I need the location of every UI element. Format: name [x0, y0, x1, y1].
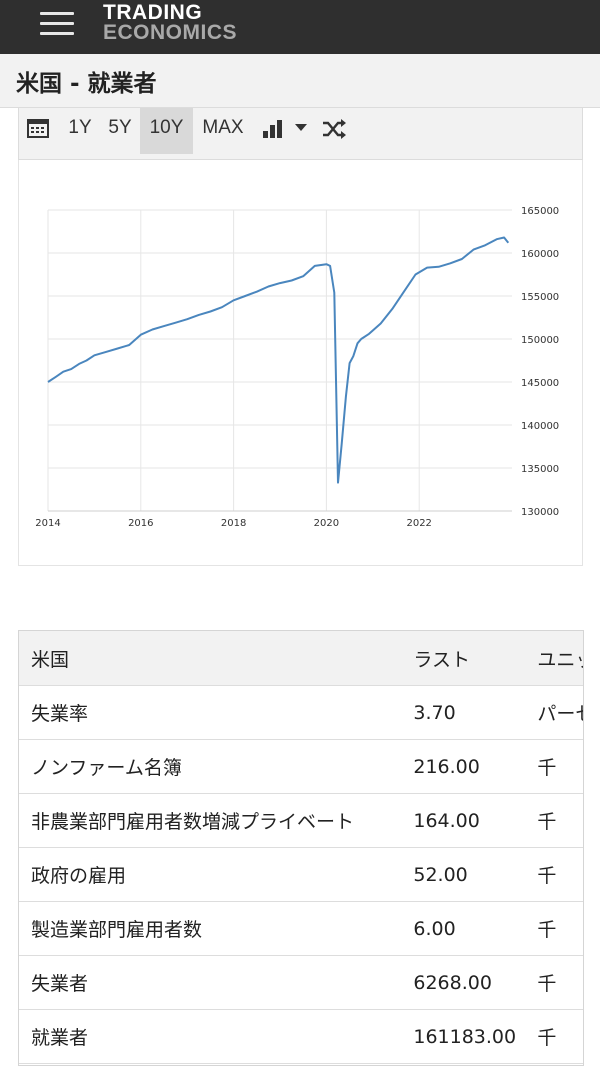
trading-economics-logo[interactable]: TRADING ECONOMICS — [103, 1, 238, 44]
y-tick-label: 145000 — [521, 378, 559, 389]
y-tick-label: 135000 — [521, 464, 559, 475]
bar-chart-icon[interactable] — [262, 119, 284, 139]
table-row[interactable]: 失業率 3.70 パーセ — [19, 685, 583, 740]
logo-line-1: TRADING — [103, 1, 203, 24]
table-row[interactable]: 製造業部門雇用者数 6.00 千 — [19, 901, 583, 956]
x-tick-label: 2022 — [406, 518, 431, 529]
table-row[interactable]: 非農業部門雇用者数増減プライベート 164.00 千 — [19, 793, 583, 848]
last-value: 3.70 — [397, 685, 532, 740]
caret-down-icon[interactable] — [294, 122, 308, 132]
unit-value: 千 — [531, 1009, 583, 1064]
header-unit: ユニッ — [531, 631, 583, 686]
table-header-row: 米国 ラスト ユニッ — [19, 631, 583, 686]
logo-line-2: ECONOMICS — [103, 21, 238, 44]
table-row[interactable]: 就業者 161183.00 千 — [19, 1009, 583, 1064]
chart-toolbar: 1Y 5Y 10Y MAX — [18, 108, 583, 160]
unit-value: 千 — [531, 901, 583, 956]
unit-value: 千 — [531, 739, 583, 794]
calendar-icon[interactable] — [27, 118, 49, 138]
indicator-link[interactable]: 非農業部門雇用者数増減プライベート — [19, 793, 398, 848]
last-value: 6.00 — [397, 901, 532, 956]
y-tick-label: 160000 — [521, 249, 559, 260]
x-tick-label: 2020 — [314, 518, 339, 529]
y-tick-label: 150000 — [521, 335, 559, 346]
table-row[interactable]: 失業者 6268.00 千 — [19, 955, 583, 1010]
unit-value: 千 — [531, 847, 583, 902]
range-5y-button[interactable]: 5Y — [108, 117, 132, 138]
hamburger-menu-icon[interactable] — [40, 9, 76, 37]
unit-value: 千 — [531, 793, 583, 848]
indicator-link[interactable]: 就業者 — [19, 1009, 398, 1064]
top-navigation-bar: TRADING ECONOMICS — [0, 0, 600, 54]
unit-value: パーセ — [531, 685, 583, 740]
range-max-button[interactable]: MAX — [202, 117, 244, 138]
line-chart-svg: 130000 135000 140000 145000 150000 155000 1600… — [35, 206, 559, 529]
last-value: 216.00 — [397, 739, 532, 794]
last-value: 52.00 — [397, 847, 532, 902]
table-row[interactable]: ノンファーム名簿 216.00 千 — [19, 739, 583, 794]
unit-value: 千 — [531, 955, 583, 1010]
indicator-link[interactable]: 製造業部門雇用者数 — [19, 901, 398, 956]
indicators-table: 米国 ラスト ユニッ 失業率 3.70 パーセ ノンファーム名簿 216.00 … — [19, 631, 583, 1064]
shuffle-icon[interactable] — [321, 117, 347, 141]
header-last: ラスト — [397, 631, 532, 686]
range-1y-button[interactable]: 1Y — [68, 117, 92, 138]
y-tick-label: 155000 — [521, 292, 559, 303]
employment-series-line — [47, 236, 510, 484]
x-tick-label: 2014 — [35, 518, 60, 529]
indicator-link[interactable]: 失業率 — [19, 685, 398, 740]
header-country: 米国 — [19, 631, 398, 686]
range-10y-button[interactable]: 10Y — [140, 108, 193, 154]
page-title: 米国 - 就業者 — [16, 71, 157, 97]
last-value: 6268.00 — [397, 955, 532, 1010]
related-indicators-table: 米国 ラスト ユニッ 失業率 3.70 パーセ ノンファーム名簿 216.00 … — [18, 630, 584, 1066]
table-row[interactable]: 政府の雇用 52.00 千 — [19, 847, 583, 902]
x-tick-label: 2018 — [221, 518, 246, 529]
last-value: 164.00 — [397, 793, 532, 848]
employment-chart: 130000 135000 140000 145000 150000 155000 1600… — [18, 160, 583, 566]
indicator-link[interactable]: 政府の雇用 — [19, 847, 398, 902]
y-tick-label: 165000 — [521, 206, 559, 217]
y-tick-label: 140000 — [521, 421, 559, 432]
y-tick-label: 130000 — [521, 507, 559, 518]
page-title-bar: 米国 - 就業者 — [0, 54, 600, 108]
last-value: 161183.00 — [397, 1009, 532, 1064]
indicator-link[interactable]: 失業者 — [19, 955, 398, 1010]
indicator-link[interactable]: ノンファーム名簿 — [19, 739, 398, 794]
x-tick-label: 2016 — [128, 518, 153, 529]
